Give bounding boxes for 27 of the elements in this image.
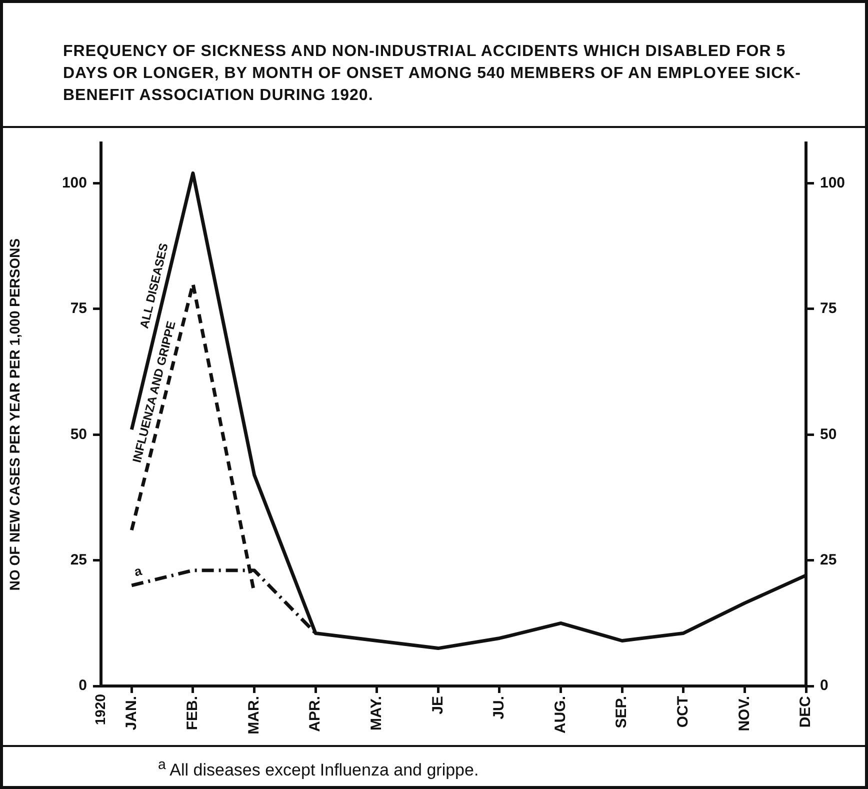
y2-tick-label: 25 xyxy=(820,551,837,568)
text: a xyxy=(132,562,144,580)
y-tick-label: 0 xyxy=(78,677,87,694)
y2-tick-label: 50 xyxy=(820,426,837,443)
x-tick-label: SEP. xyxy=(613,696,630,728)
y-tick-label: 25 xyxy=(70,551,87,568)
x-tick-label: JAN. xyxy=(122,696,140,730)
y-tick-label: 100 xyxy=(62,174,87,192)
y-axis-title: NO OF NEW CASES PER YEAR PER 1,000 PERSONS xyxy=(6,238,22,591)
y2-tick-label: 0 xyxy=(820,677,828,694)
x-tick-label: AUG. xyxy=(552,696,569,734)
x-tick-label: JU. xyxy=(490,696,508,720)
x-tick-label: NOV. xyxy=(736,696,753,732)
x-tick-label: MAR. xyxy=(245,696,262,734)
y2-tick-label: 75 xyxy=(820,300,837,318)
x-tick-label: DEC xyxy=(797,696,814,728)
chart-title: FREQUENCY OF SICKNESS AND NON-INDUSTRIAL ACCIDENTS WHICH DISABLED FOR 5 DAYS OR LONGER, BY MONTH OF ONSET AMONG 540 MEMBERS OF AN EMPLOYEE SICK-BENEFIT ASSOCIATION DURING 1920. xyxy=(3,3,865,128)
text: $^{a}$ All diseases except Influenza and grippe. xyxy=(3,745,865,786)
y-tick-label: 50 xyxy=(70,426,87,443)
x-tick-label: APR. xyxy=(306,696,324,732)
y2-tick-label: 100 xyxy=(820,174,846,192)
text: 1920 xyxy=(92,694,108,726)
x-tick-label: JE xyxy=(429,696,446,714)
x-tick-label: OCT xyxy=(674,696,692,728)
x-tick-label: MAY. xyxy=(368,696,386,730)
y-tick-label: 75 xyxy=(70,300,87,318)
x-tick-label: FEB. xyxy=(184,696,202,730)
